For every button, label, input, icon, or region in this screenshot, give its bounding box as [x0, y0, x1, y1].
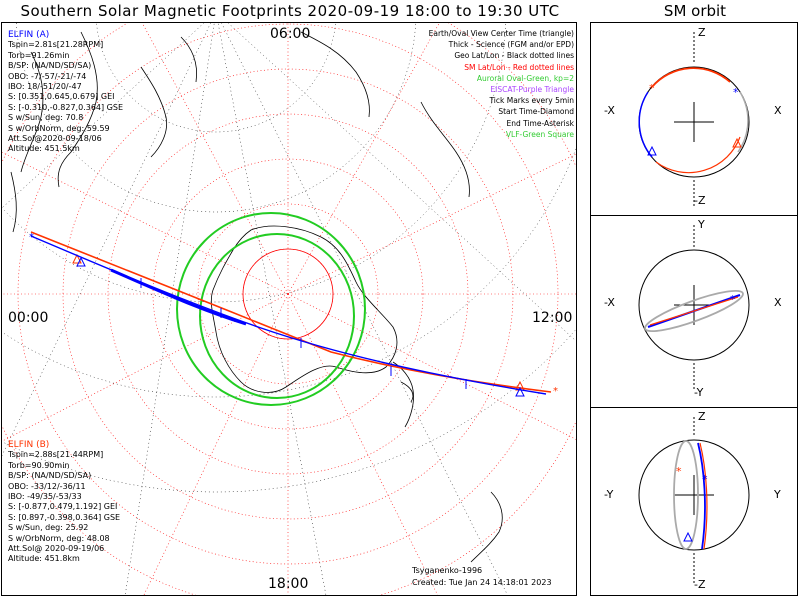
elfin-b-info: ELFIN (B) Tspin=2.88s[21.44RPM] Torb=90.…	[8, 440, 120, 565]
elfin-a-line: IBO: 18/-51/20/-47	[8, 82, 82, 92]
created-timestamp: Created: Tue Jan 24 14:18:01 2023	[412, 578, 552, 587]
elfin-b-line: S: [-0.877,0.479,1.192] GEI	[8, 502, 118, 512]
svg-text:*: *	[702, 473, 708, 486]
elfin-a-info: ELFIN (A) Tspin=2.81s[21.28RPM] Torb=91.…	[8, 30, 123, 155]
sm1-right-label: X	[774, 104, 782, 117]
elfin-b-line: Att.Sol@ 2020-09-19/06	[8, 544, 105, 554]
elfin-a-line: Altitude: 451.5km	[8, 144, 80, 154]
geo-grid	[2, 23, 576, 595]
legend-item: EISCAT-Purple Triangle	[490, 85, 574, 95]
elfin-a-line: S w/Sun, deg: 70.8	[8, 113, 84, 123]
time-label-bottom: 18:00	[268, 576, 309, 592]
elfin-a-line: Torb=91.26min	[8, 50, 70, 60]
sm2-top-label: Y	[698, 218, 705, 231]
svg-text:*: *	[730, 293, 736, 306]
sm-panel-xy: *	[638, 225, 750, 391]
legend-item: VLF-Green Square	[505, 129, 574, 139]
sm-orbit-title: SM orbit	[663, 2, 727, 20]
legend-item: Start Time-Diamond	[498, 107, 574, 117]
sm1-left-label: -X	[604, 104, 615, 117]
sm2-bottom-label: -Y	[694, 386, 704, 399]
svg-text:*: *	[733, 86, 739, 99]
svg-text:*: *	[649, 82, 655, 95]
elfin-b-line: IBO: -49/35/-53/33	[8, 492, 82, 502]
sm3-top-label: Z	[698, 410, 706, 423]
legend-item: End Time-Asterisk	[506, 118, 574, 128]
sm1-bottom-label: -Z	[694, 194, 706, 207]
elfin-a-line: B/SP: (NA/ND/SD/SA)	[8, 61, 92, 71]
sm3-right-label: Y	[774, 488, 781, 501]
sm2-right-label: X	[774, 296, 782, 309]
elfin-b-line: B/SP: (NA/ND/SD/SA)	[8, 471, 92, 481]
elfin-b-line: Torb=90.90min	[8, 460, 70, 470]
elfin-b-line: Altitude: 451.8km	[8, 554, 80, 564]
elfin-a-line: S w/OrbNorm, deg: 59.59	[8, 123, 110, 133]
elfin-b-track: *	[30, 231, 558, 397]
track-tick-marks	[140, 278, 467, 389]
elfin-a-line: OBO: -7/-57/-21/-74	[8, 71, 87, 81]
elfin-a-line: S: [-0.310,-0.827,0.364] GSE	[8, 102, 123, 112]
elfin-b-line: OBO: -33/12/-36/11	[8, 481, 86, 491]
elfin-a-line: Att.Sol@2020-09-18/06	[8, 134, 102, 144]
elfin-a-line: Tspin=2.81s[21.28RPM]	[8, 40, 104, 50]
legend-item: Tick Marks every 5min	[489, 96, 574, 106]
sm2-left-label: -X	[604, 296, 615, 309]
auroral-oval	[176, 212, 366, 406]
sm-panel-xz: * *	[638, 32, 750, 208]
elfin-a-track: *	[29, 232, 547, 397]
elfin-a-line: S: [0.351,0.645,0.679] GEI	[8, 92, 115, 102]
sm-grid	[2, 23, 576, 595]
time-label-right: 12:00	[532, 310, 573, 326]
elfin-a-start: *	[29, 232, 34, 243]
footprint-map: * *	[2, 23, 576, 595]
map-legend: Earth/Oval View Center Time (triangle) T…	[429, 28, 574, 140]
footprint-map-frame	[1, 22, 577, 596]
elfin-b-line: S w/OrbNorm, deg: 48.08	[8, 533, 110, 543]
sm3-bottom-label: -Z	[694, 578, 706, 591]
elfin-b-end-asterisk: *	[553, 386, 558, 397]
time-label-left: 00:00	[8, 310, 49, 326]
sm-panel-yz-frame	[590, 407, 798, 596]
page-title: Southern Solar Magnetic Footprints 2020-…	[20, 2, 560, 20]
elfin-b-view-triangle	[72, 253, 82, 264]
time-label-top: 06:00	[270, 26, 311, 42]
legend-item: Auroral Oval-Green, kp=2	[476, 73, 574, 83]
elfin-b-line: Tspin=2.88s[21.44RPM]	[8, 450, 104, 460]
sm-pole-circle	[242, 248, 334, 340]
model-label: Tsyganenko-1996	[412, 566, 483, 575]
sm3-left-label: -Y	[604, 488, 614, 501]
elfin-b-name: ELFIN (B)	[8, 440, 50, 450]
legend-item: Earth/Oval View Center Time (triangle)	[428, 29, 574, 38]
elfin-b-line: S w/Sun, deg: 25.92	[8, 523, 89, 533]
elfin-a-name: ELFIN (A)	[8, 30, 50, 40]
svg-text:*: *	[676, 465, 682, 478]
legend-item: Geo Lat/Lon - Black dotted lines	[454, 51, 574, 61]
legend-item: Thick - Science (FGM and/or EPD)	[448, 40, 574, 50]
sm-panel-yz: * *	[638, 417, 750, 583]
sm1-top-label: Z	[698, 26, 706, 39]
legend-item: SM Lat/Lon - Red dotted lines	[464, 62, 574, 72]
elfin-a-view-triangle	[76, 256, 86, 267]
elfin-b-line: S: [0.897,-0.398,0.364] GSE	[8, 512, 121, 522]
